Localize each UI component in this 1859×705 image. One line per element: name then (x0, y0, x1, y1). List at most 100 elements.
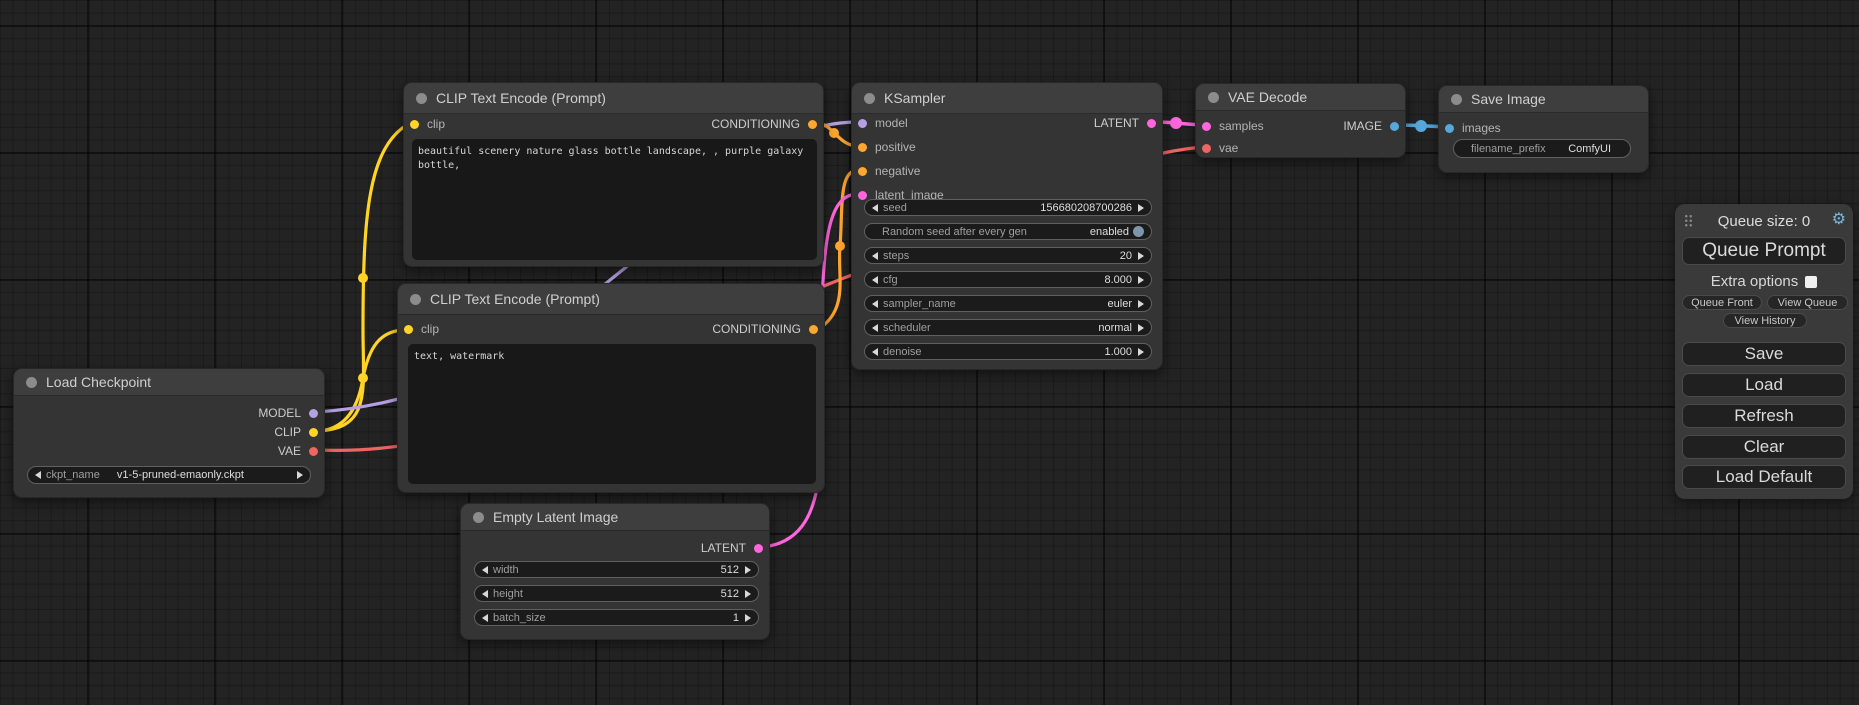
node-load-checkpoint[interactable]: Load Checkpoint MODEL CLIP VAE ckpt_name… (13, 368, 325, 498)
view-history-label: View History (1734, 314, 1796, 327)
increment-arrow-icon[interactable] (1138, 347, 1144, 356)
decrement-arrow-icon[interactable] (872, 203, 878, 212)
latent-output-label: LATENT (700, 541, 746, 555)
collapse-dot-icon[interactable] (864, 92, 875, 104)
queue-panel-header: Queue size: 0 ⚙ (1675, 211, 1853, 230)
node-empty-latent-image[interactable]: Empty Latent Image LATENT width 512 heig… (460, 503, 770, 640)
extra-options-checkbox[interactable] (1805, 275, 1818, 288)
latent-output-slot[interactable] (1147, 118, 1156, 128)
clip-output-slot[interactable] (309, 427, 318, 437)
filename-prefix-widget[interactable]: filename_prefix ComfyUI (1453, 139, 1631, 158)
conditioning-output-slot[interactable] (808, 119, 817, 129)
node-save-image[interactable]: Save Image images filename_prefix ComfyU… (1438, 85, 1649, 173)
clip-input-slot[interactable] (404, 324, 413, 334)
height-widget[interactable]: height 512 (474, 585, 759, 602)
node-ksampler[interactable]: KSampler model LATENT positive negative … (851, 82, 1163, 370)
clear-button[interactable]: Clear (1682, 435, 1846, 459)
wire-midpoint-dot (829, 128, 839, 138)
image-output-slot[interactable] (1390, 121, 1399, 131)
increment-arrow-icon[interactable] (745, 565, 751, 574)
view-queue-label: View Queue (1777, 296, 1838, 309)
vae-output-slot[interactable] (309, 446, 318, 456)
latent-image-input-slot[interactable] (858, 190, 867, 200)
collapse-dot-icon[interactable] (410, 293, 421, 305)
vae-input-slot[interactable] (1202, 143, 1211, 153)
conditioning-output-slot[interactable] (809, 324, 818, 334)
node-title: VAE Decode (1228, 89, 1308, 105)
clip-input-slot[interactable] (410, 119, 419, 129)
save-button[interactable]: Save (1682, 342, 1846, 366)
decrement-arrow-icon[interactable] (872, 275, 878, 284)
negative-input-slot[interactable] (858, 166, 867, 176)
negative-prompt-textarea[interactable]: text, watermark (408, 344, 816, 484)
node-titlebar[interactable]: CLIP Text Encode (Prompt) (398, 284, 824, 315)
increment-arrow-icon[interactable] (297, 471, 303, 479)
images-input-slot[interactable] (1445, 123, 1454, 133)
view-history-button[interactable]: View History (1723, 313, 1807, 328)
increment-arrow-icon[interactable] (1138, 299, 1144, 308)
node-titlebar[interactable]: Load Checkpoint (14, 369, 324, 396)
increment-arrow-icon[interactable] (745, 613, 751, 622)
negative-input: negative (858, 163, 920, 179)
sampler-name-widget[interactable]: sampler_name euler (864, 295, 1152, 312)
latent-output-slot[interactable] (754, 543, 763, 553)
drag-handle-icon[interactable] (1684, 214, 1693, 228)
positive-input-slot[interactable] (858, 142, 867, 152)
load-default-button[interactable]: Load Default (1682, 465, 1846, 489)
gear-icon[interactable]: ⚙ (1831, 211, 1846, 228)
increment-arrow-icon[interactable] (1138, 323, 1144, 332)
queue-prompt-button[interactable]: Queue Prompt (1682, 237, 1846, 265)
queue-front-button[interactable]: Queue Front (1682, 295, 1762, 310)
cfg-widget[interactable]: cfg 8.000 (864, 271, 1152, 288)
load-button[interactable]: Load (1682, 373, 1846, 397)
denoise-widget[interactable]: denoise 1.000 (864, 343, 1152, 360)
decrement-arrow-icon[interactable] (872, 251, 878, 260)
batch-size-widget[interactable]: batch_size 1 (474, 609, 759, 626)
scheduler-widget[interactable]: scheduler normal (864, 319, 1152, 336)
random-seed-toggle-widget[interactable]: Random seed after every gen enabled (864, 223, 1152, 240)
decrement-arrow-icon[interactable] (872, 323, 878, 332)
node-clip-text-encode-positive[interactable]: CLIP Text Encode (Prompt) clip CONDITION… (403, 82, 824, 267)
increment-arrow-icon[interactable] (745, 589, 751, 598)
node-titlebar[interactable]: Save Image (1439, 86, 1648, 113)
samples-input-slot[interactable] (1202, 121, 1211, 131)
increment-arrow-icon[interactable] (1138, 275, 1144, 284)
collapse-dot-icon[interactable] (1208, 91, 1219, 103)
widget-value: 1.000 (1104, 345, 1132, 358)
model-output-label: MODEL (258, 406, 301, 420)
node-titlebar[interactable]: VAE Decode (1196, 84, 1405, 111)
widget-label: steps (883, 249, 910, 262)
collapse-dot-icon[interactable] (26, 376, 37, 388)
increment-arrow-icon[interactable] (1138, 251, 1144, 260)
decrement-arrow-icon[interactable] (872, 299, 878, 308)
seed-widget[interactable]: seed 156680208700286 (864, 199, 1152, 216)
positive-prompt-textarea[interactable]: beautiful scenery nature glass bottle la… (412, 139, 817, 260)
collapse-dot-icon[interactable] (473, 511, 484, 523)
collapse-dot-icon[interactable] (416, 92, 427, 104)
decrement-arrow-icon[interactable] (35, 471, 41, 479)
increment-arrow-icon[interactable] (1138, 203, 1144, 212)
steps-widget[interactable]: steps 20 (864, 247, 1152, 264)
view-queue-button[interactable]: View Queue (1767, 295, 1848, 310)
model-input-slot[interactable] (858, 118, 867, 128)
decrement-arrow-icon[interactable] (482, 613, 488, 622)
node-titlebar[interactable]: KSampler (852, 83, 1162, 114)
model-output-slot[interactable] (309, 408, 318, 418)
node-vae-decode[interactable]: VAE Decode samples IMAGE vae (1195, 83, 1406, 158)
refresh-button[interactable]: Refresh (1682, 404, 1846, 428)
toggle-dot-icon[interactable] (1133, 226, 1144, 237)
ckpt-name-widget[interactable]: ckpt_name v1-5-pruned-emaonly.ckpt (27, 466, 311, 484)
node-clip-text-encode-negative[interactable]: CLIP Text Encode (Prompt) clip CONDITION… (397, 283, 825, 493)
widget-label: filename_prefix (1471, 142, 1546, 155)
decrement-arrow-icon[interactable] (482, 589, 488, 598)
width-widget[interactable]: width 512 (474, 561, 759, 578)
refresh-label: Refresh (1734, 406, 1794, 425)
images-input-label: images (1462, 121, 1501, 135)
decrement-arrow-icon[interactable] (482, 565, 488, 574)
collapse-dot-icon[interactable] (1451, 93, 1462, 105)
node-titlebar[interactable]: CLIP Text Encode (Prompt) (404, 83, 823, 114)
widget-value: 512 (720, 563, 739, 576)
node-titlebar[interactable]: Empty Latent Image (461, 504, 769, 531)
decrement-arrow-icon[interactable] (872, 347, 878, 356)
